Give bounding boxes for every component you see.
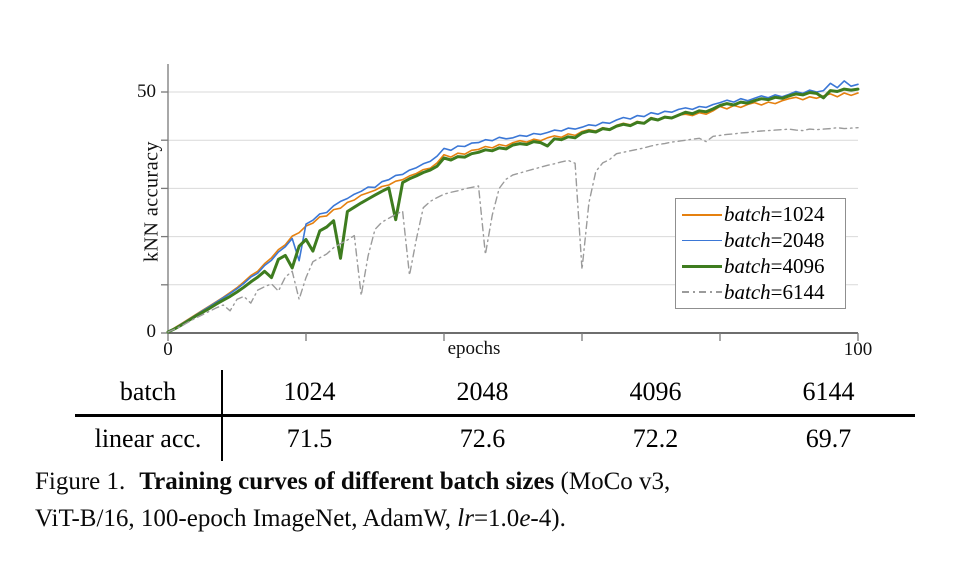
table-header-batch: batch (75, 370, 223, 417)
legend-label: batch=6144 (724, 280, 825, 305)
caption-bold-title: Training curves of different batch sizes (139, 468, 555, 495)
results-table: batch 1024 2048 4096 6144 linear acc. 71… (75, 370, 915, 461)
legend-line-sample-green (682, 264, 722, 268)
x-axis-label: epochs (447, 338, 501, 359)
legend-label: batch=2048 (724, 228, 825, 253)
caption-line2-pre: ViT-B/16, 100-epoch ImageNet, AdamW, (35, 505, 458, 532)
x-tick-label-100: 100 (843, 339, 873, 360)
legend-item-batch-6144: batch=6144 (682, 280, 843, 305)
legend-label: batch=4096 (724, 254, 825, 279)
table-linear-acc-6144: 69.7 (805, 424, 852, 453)
table-batch-6144: 6144 (742, 370, 915, 417)
legend-batch-value: =6144 (770, 279, 825, 304)
legend-batch-word: batch (724, 253, 771, 278)
y-tick-label-0: 0 (146, 321, 157, 342)
legend-item-batch-4096: batch=4096 (682, 254, 843, 279)
legend-line-sample-orange (682, 214, 722, 216)
legend-line-sample-gray-dashdot (682, 291, 722, 294)
caption-line2-mid: =1.0 (473, 505, 520, 532)
caption-figure-label: Figure 1. (35, 468, 126, 495)
table-batch-2048: 2048 (396, 370, 569, 417)
legend-batch-word: batch (724, 279, 771, 304)
table-header-linear-acc: linear acc. (75, 417, 223, 461)
legend-line-sample-blue (682, 239, 722, 242)
caption-e-italic: e (519, 505, 531, 532)
legend-batch-value: =2048 (770, 228, 825, 253)
y-tick-label-50: 50 (137, 81, 156, 102)
x-tick-label-0: 0 (163, 339, 173, 360)
legend-batch-word: batch (724, 228, 771, 253)
legend-batch-value: =4096 (770, 253, 825, 278)
caption-line2-tail: -4). (530, 505, 566, 532)
legend-box: batch=1024 batch=2048 batch=4096 batch=6… (675, 198, 846, 309)
chart-area: 50 0 0 100 epochs kNN accuracy batch=102… (137, 64, 873, 360)
legend-label: batch=1024 (724, 202, 825, 227)
caption-lr-italic: lr (457, 505, 474, 532)
training-curves-plot (161, 64, 860, 341)
table-linear-acc-1024: 71.5 (286, 424, 333, 453)
table-linear-acc-4096: 72.2 (632, 424, 679, 453)
legend-item-batch-2048: batch=2048 (682, 228, 843, 253)
figure-caption: Figure 1. Training curves of different ba… (35, 463, 955, 537)
y-axis-label: kNN accuracy (140, 141, 163, 262)
table-batch-1024: 1024 (223, 370, 396, 417)
legend-batch-word: batch (724, 202, 771, 227)
table-batch-4096: 4096 (569, 370, 742, 417)
caption-line1-tail: (MoCo v3, (554, 468, 671, 495)
table-linear-acc-2048: 72.6 (459, 424, 506, 453)
legend-item-batch-1024: batch=1024 (682, 202, 843, 227)
legend-batch-value: =1024 (770, 202, 825, 227)
